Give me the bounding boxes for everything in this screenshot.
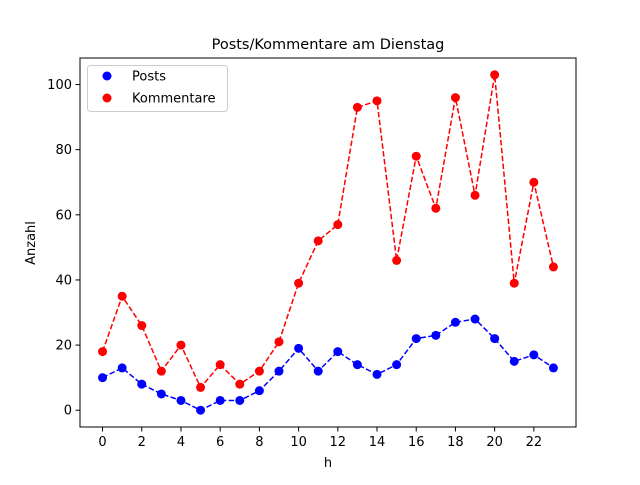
- data-point-posts: [509, 356, 519, 366]
- data-point-kommentare: [117, 291, 127, 301]
- legend-box: [87, 65, 228, 112]
- legend-label-posts: Posts: [132, 70, 166, 85]
- series-layer: [98, 70, 558, 415]
- data-point-posts: [411, 334, 421, 344]
- data-point-kommentare: [431, 203, 441, 213]
- y-tick-label: 40: [55, 273, 72, 288]
- data-point-posts: [274, 366, 284, 376]
- legend: Posts Kommentare: [87, 65, 228, 112]
- data-point-kommentare: [235, 379, 245, 389]
- x-tick-label: 20: [486, 435, 503, 450]
- x-tick-label: 0: [98, 435, 106, 450]
- x-tick-label: 10: [290, 435, 307, 450]
- data-point-kommentare: [215, 360, 225, 370]
- plot-background: [80, 58, 576, 427]
- data-point-kommentare: [254, 366, 264, 376]
- data-point-kommentare: [548, 262, 558, 272]
- y-tick-label: 20: [55, 339, 72, 354]
- y-tick-label: 80: [55, 143, 72, 158]
- data-point-posts: [117, 363, 127, 373]
- x-axis-label: h: [324, 456, 332, 471]
- data-point-kommentare: [529, 177, 539, 187]
- data-point-posts: [254, 386, 264, 396]
- x-tick-label: 4: [177, 435, 185, 450]
- y-tick-label: 100: [47, 78, 72, 93]
- x-tick-label: 16: [408, 435, 425, 450]
- data-point-kommentare: [313, 236, 323, 246]
- data-point-posts: [196, 405, 206, 415]
- data-point-posts: [294, 343, 304, 353]
- data-point-posts: [372, 369, 382, 379]
- data-point-kommentare: [333, 220, 343, 230]
- x-axis-ticks: 0 2 4 6 8 10 12 14 16 18 20 22: [98, 427, 542, 450]
- data-point-kommentare: [156, 366, 166, 376]
- data-point-posts: [529, 350, 539, 360]
- data-point-kommentare: [137, 321, 147, 331]
- x-tick-label: 8: [255, 435, 263, 450]
- series-line-kommentare: [101, 74, 555, 389]
- data-point-posts: [490, 334, 500, 344]
- data-point-kommentare: [176, 340, 186, 350]
- y-axis-label: Anzahl: [24, 221, 39, 265]
- data-point-posts: [450, 317, 460, 327]
- data-point-kommentare: [196, 382, 206, 392]
- x-tick-label: 22: [526, 435, 543, 450]
- x-tick-label: 12: [330, 435, 347, 450]
- legend-label-kommentare: Kommentare: [132, 92, 216, 107]
- plot-area: [79, 57, 577, 428]
- data-point-kommentare: [392, 255, 402, 265]
- data-point-posts: [470, 314, 480, 324]
- legend-marker-kommentare: [102, 93, 112, 103]
- data-point-posts: [176, 395, 186, 405]
- data-point-posts: [392, 360, 402, 370]
- x-tick-label: 6: [216, 435, 224, 450]
- series-line-posts: [102, 318, 554, 412]
- plot-frame: [79, 57, 577, 428]
- data-point-posts: [137, 379, 147, 389]
- data-point-kommentare: [450, 93, 460, 103]
- data-point-kommentare: [352, 102, 362, 112]
- data-point-posts: [548, 363, 558, 373]
- data-point-posts: [235, 395, 245, 405]
- data-point-posts: [333, 347, 343, 357]
- data-point-kommentare: [470, 190, 480, 200]
- data-point-posts: [352, 360, 362, 370]
- data-point-posts: [313, 366, 323, 376]
- y-axis-ticks: 0 20 40 60 80 100: [47, 78, 80, 419]
- chart-title: Posts/Kommentare am Dienstag: [212, 37, 445, 53]
- data-point-posts: [98, 373, 108, 383]
- data-point-kommentare: [509, 278, 519, 288]
- x-tick-label: 2: [138, 435, 146, 450]
- data-point-kommentare: [294, 278, 304, 288]
- data-point-posts: [215, 395, 225, 405]
- data-point-kommentare: [98, 347, 108, 357]
- legend-marker-posts: [102, 71, 112, 81]
- data-point-posts: [431, 330, 441, 340]
- x-tick-label: 18: [447, 435, 464, 450]
- data-point-posts: [156, 389, 166, 399]
- data-point-kommentare: [490, 70, 500, 80]
- y-tick-label: 60: [55, 208, 72, 223]
- x-tick-label: 14: [369, 435, 386, 450]
- data-point-kommentare: [372, 96, 382, 106]
- y-tick-label: 0: [64, 404, 72, 419]
- data-point-kommentare: [274, 337, 284, 347]
- data-point-kommentare: [411, 151, 421, 161]
